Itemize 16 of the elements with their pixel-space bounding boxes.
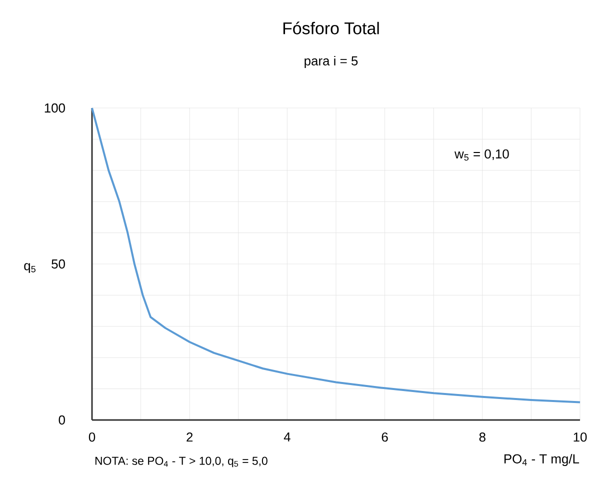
x-axis-title: PO$_{4}$ - T mg/L — [504, 454, 580, 466]
x-tick-label: 4 — [284, 432, 290, 442]
y-tick-label: 0 — [58, 415, 65, 425]
text: NOTA: se PO$_{4}$ - T > 10,0, q$_{5}$ = 5,0 — [95, 456, 268, 468]
y-tick-label: 100 — [44, 103, 65, 113]
line-series — [91, 106, 582, 404]
y-axis-title: q$_{5}$ — [24, 263, 36, 273]
x-tick-label: 0 — [88, 432, 96, 442]
x-tick-label: 6 — [382, 432, 388, 442]
x-tick-label: 10 — [574, 432, 587, 442]
annotation: w$_{5}$ = 0,10 — [454, 149, 509, 161]
x-tick-label: 8 — [479, 432, 486, 442]
chart-title: Fósforo Total — [283, 22, 379, 34]
x-tick-label: 2 — [186, 432, 193, 442]
y-tick-label: 50 — [52, 259, 65, 269]
chart-subtitle: para i = 5 — [304, 56, 358, 68]
